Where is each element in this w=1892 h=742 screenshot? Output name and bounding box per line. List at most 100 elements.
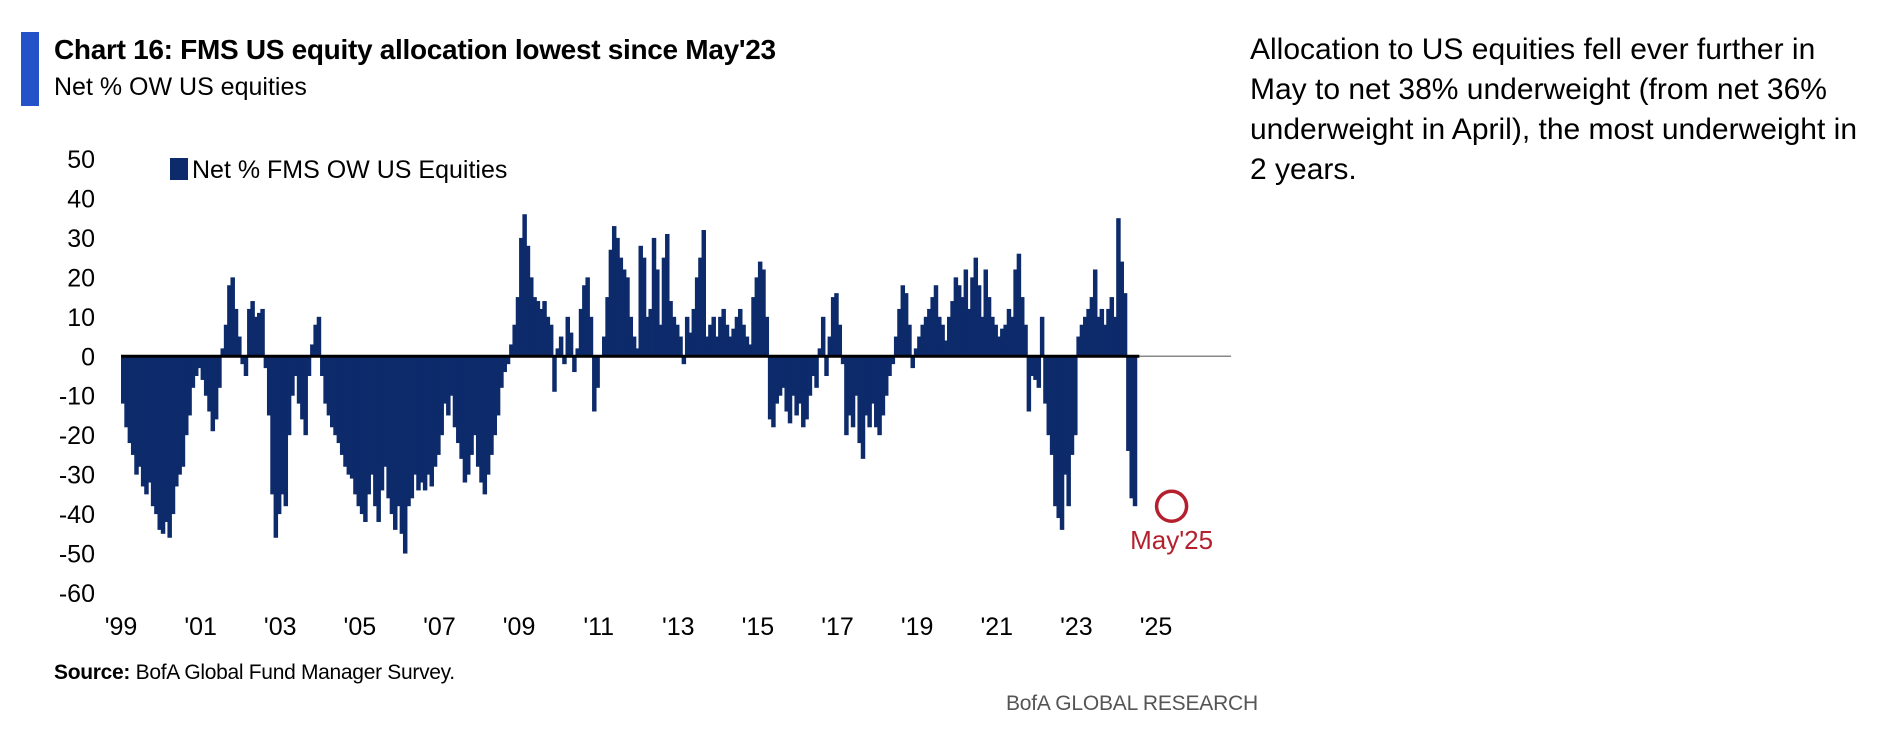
bar <box>452 356 458 428</box>
bar <box>273 356 279 538</box>
bar <box>270 356 275 495</box>
bar <box>572 356 577 373</box>
bar <box>893 336 899 357</box>
bar <box>217 356 222 388</box>
bar <box>678 336 683 357</box>
bar <box>532 297 537 357</box>
bar <box>917 336 922 357</box>
bar <box>310 344 315 357</box>
bar <box>373 356 378 507</box>
bar <box>701 230 707 357</box>
bar <box>834 293 839 357</box>
bar <box>127 356 133 444</box>
bar <box>605 297 610 357</box>
bar <box>346 356 352 475</box>
bar <box>638 245 643 357</box>
bar <box>1126 356 1131 451</box>
bar <box>495 356 501 416</box>
bar <box>280 356 285 495</box>
bar <box>711 316 716 357</box>
bar <box>976 285 982 357</box>
bar <box>1069 356 1075 455</box>
bar <box>436 356 441 455</box>
bar <box>777 356 783 396</box>
bar <box>376 356 381 522</box>
bar <box>389 356 395 515</box>
bar <box>621 269 627 357</box>
bar <box>827 336 833 357</box>
bar <box>744 336 750 357</box>
y-tick-label: 0 <box>81 343 95 371</box>
bar <box>535 301 541 357</box>
bar <box>1039 316 1045 357</box>
bar <box>628 316 634 357</box>
bar <box>814 356 819 388</box>
bar <box>253 316 259 357</box>
bar <box>1010 316 1015 357</box>
bar <box>1029 356 1035 376</box>
bar <box>966 308 972 357</box>
x-tick-label: '99 <box>105 613 138 640</box>
bar <box>648 308 653 357</box>
bar <box>993 324 998 357</box>
bar <box>738 308 743 357</box>
bar <box>459 356 464 459</box>
bar <box>313 324 318 357</box>
bar <box>187 356 192 416</box>
bar <box>227 285 232 357</box>
bar <box>276 356 282 515</box>
bar-series <box>121 214 1138 554</box>
y-tick-label: -60 <box>59 580 95 608</box>
bar <box>416 356 421 491</box>
bar <box>485 356 491 475</box>
bar <box>950 301 955 357</box>
bar <box>870 356 876 404</box>
bar <box>512 324 517 357</box>
bar <box>402 356 408 554</box>
bar <box>1076 336 1081 357</box>
bar <box>784 356 789 412</box>
source-label: Source: <box>54 661 131 684</box>
bar <box>429 356 434 487</box>
bar <box>349 356 355 479</box>
bar <box>306 356 312 376</box>
bar <box>336 356 342 444</box>
bar <box>529 277 534 357</box>
bar <box>940 324 945 357</box>
bar <box>558 336 564 357</box>
bar <box>625 277 630 357</box>
bar <box>671 316 677 357</box>
bar <box>366 356 371 495</box>
bar <box>247 308 252 357</box>
bar <box>137 356 143 467</box>
bar <box>326 356 332 416</box>
bar <box>694 277 700 357</box>
bar <box>1119 261 1124 357</box>
bar <box>223 324 229 357</box>
bar <box>466 356 471 475</box>
bar <box>184 356 189 436</box>
bar <box>900 285 906 357</box>
bar <box>565 316 570 357</box>
bar <box>432 356 438 467</box>
bar <box>562 356 567 365</box>
commentary-text: Allocation to US equities fell ever furt… <box>1250 33 1858 186</box>
bar <box>830 297 836 357</box>
bar <box>850 356 856 428</box>
bar <box>240 356 245 365</box>
bar <box>645 316 650 357</box>
bar <box>339 356 345 455</box>
bar <box>791 356 796 396</box>
bar <box>492 356 498 436</box>
bar <box>538 308 544 357</box>
bar <box>943 340 949 357</box>
bar <box>907 324 912 357</box>
bar <box>260 308 265 357</box>
bar <box>422 356 428 491</box>
x-tick-label: '21 <box>980 613 1013 640</box>
y-tick-label: -20 <box>59 422 95 450</box>
bar <box>1116 218 1121 357</box>
bar <box>681 356 687 365</box>
bar <box>874 356 879 428</box>
bar <box>714 336 720 357</box>
